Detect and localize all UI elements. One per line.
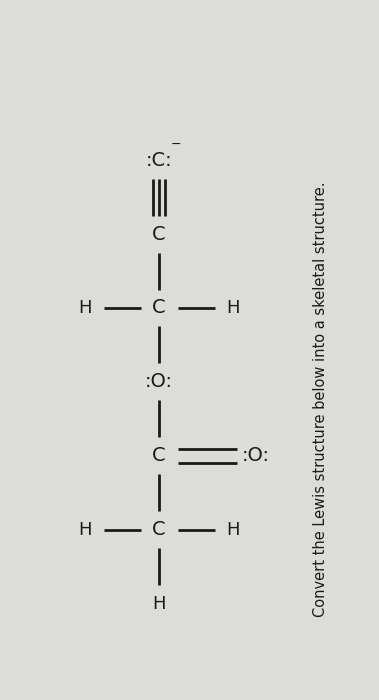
Text: C: C	[152, 520, 166, 539]
Text: C: C	[152, 447, 166, 466]
Text: C: C	[152, 225, 166, 244]
Text: :C:: :C:	[146, 150, 172, 169]
Text: H: H	[226, 521, 240, 539]
Text: Convert the Lewis structure below into a skeletal structure.: Convert the Lewis structure below into a…	[313, 181, 328, 617]
Text: C: C	[152, 298, 166, 318]
Text: :O:: :O:	[145, 372, 173, 391]
Text: H: H	[226, 299, 240, 317]
Text: H: H	[152, 594, 166, 612]
Text: H: H	[78, 521, 92, 539]
Text: :: :	[157, 349, 161, 362]
Text: :O:: :O:	[241, 447, 269, 466]
Text: −: −	[171, 139, 182, 151]
Text: :: :	[157, 402, 161, 415]
Text: H: H	[78, 299, 92, 317]
